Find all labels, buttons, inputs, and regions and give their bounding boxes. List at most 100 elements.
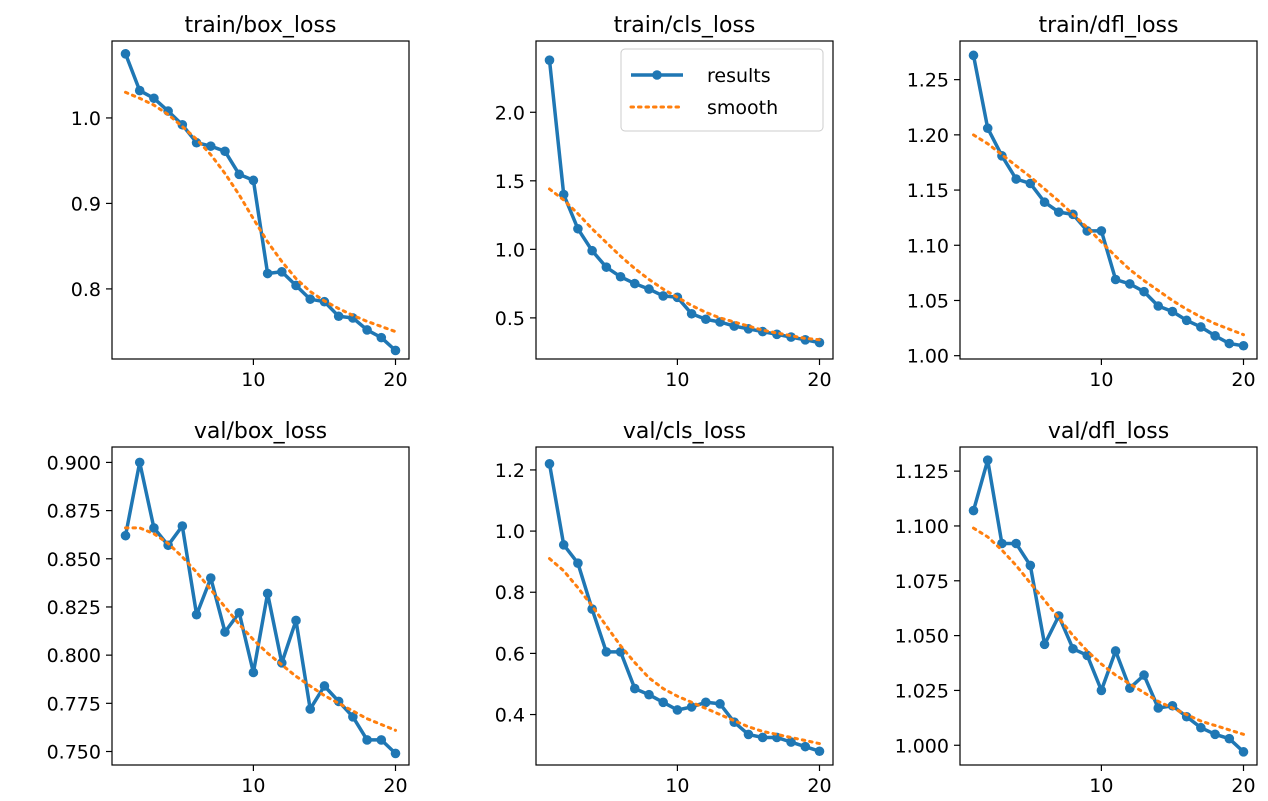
axes-frame <box>535 446 834 766</box>
data-point <box>390 748 401 759</box>
data-point <box>1025 560 1036 571</box>
data-point <box>1139 286 1149 297</box>
data-point <box>262 268 273 279</box>
data-point <box>305 704 316 714</box>
x-tick-label: 20 <box>807 369 831 391</box>
data-point <box>1125 279 1135 289</box>
y-tick-label: 0.900 <box>47 452 101 474</box>
data-point <box>686 308 697 319</box>
data-point <box>291 280 301 291</box>
data-point <box>248 667 259 678</box>
data-point <box>982 123 993 134</box>
data-point <box>305 294 316 304</box>
x-tick-label: 20 <box>807 775 831 797</box>
data-point <box>1025 178 1036 189</box>
data-point <box>234 607 244 618</box>
chart-title: train/box_loss <box>185 13 337 38</box>
data-point <box>544 55 555 65</box>
y-tick-label: 1.00 <box>907 346 949 368</box>
data-point <box>1096 226 1107 236</box>
axes-frame <box>111 446 410 766</box>
series-line-smooth <box>972 133 1245 337</box>
data-point <box>234 169 244 180</box>
data-point <box>1196 722 1206 733</box>
x-tick-label: 20 <box>1231 775 1255 797</box>
data-point <box>1096 685 1107 696</box>
chart-title: train/dfl_loss <box>1039 13 1179 38</box>
data-point <box>277 658 287 668</box>
data-point <box>587 245 597 256</box>
y-tick-label: 0.825 <box>47 597 101 619</box>
x-tick-label: 20 <box>383 775 407 797</box>
data-point <box>1224 338 1235 349</box>
data-point <box>1238 747 1249 757</box>
axes-frame <box>959 446 1258 766</box>
data-point <box>220 627 230 637</box>
y-tick-label: 1.000 <box>895 735 949 757</box>
y-tick-label: 1.050 <box>895 626 949 648</box>
data-point <box>1153 301 1164 311</box>
data-point <box>615 271 626 282</box>
series-line-results <box>971 55 1244 348</box>
y-tick-label: 1.15 <box>907 180 949 202</box>
y-tick-label: 0.4 <box>495 705 525 727</box>
chart-title: val/dfl_loss <box>1048 419 1169 444</box>
y-tick-label: 0.775 <box>47 693 101 715</box>
y-tick-label: 1.2 <box>495 460 525 482</box>
x-tick-label: 10 <box>1089 775 1113 797</box>
data-point <box>786 737 796 747</box>
legend-label-smooth: smooth <box>707 97 778 119</box>
data-point <box>658 697 668 708</box>
data-point <box>390 345 401 356</box>
series-line-smooth <box>548 557 821 746</box>
subplot-5: val/dfl_loss 10 20 1.000 1.025 1.050 1.075 1.10… <box>895 419 1258 797</box>
data-point <box>1110 646 1121 656</box>
data-point <box>348 712 358 722</box>
y-tick-label: 1.075 <box>895 571 949 593</box>
y-tick-label: 1.25 <box>907 70 949 92</box>
data-point <box>149 523 159 533</box>
y-tick-label: 0.750 <box>47 742 101 764</box>
data-point <box>715 699 725 709</box>
data-point <box>1210 331 1220 341</box>
data-point <box>191 137 202 148</box>
x-tick-label: 10 <box>241 369 265 391</box>
x-tick-label: 20 <box>1231 369 1255 391</box>
y-tick-label: 0.6 <box>495 643 525 665</box>
x-tick-label: 10 <box>241 775 265 797</box>
data-point <box>1068 643 1078 654</box>
data-point <box>1167 306 1178 317</box>
data-point <box>658 291 668 301</box>
data-point <box>573 223 583 234</box>
data-point <box>1210 729 1220 740</box>
y-tick-label: 1.025 <box>895 680 949 702</box>
series-line-results <box>123 460 397 755</box>
data-point <box>248 175 259 186</box>
subplot-3: val/box_loss 10 20 0.750 0.775 0.800 0.825 0.85… <box>47 419 410 797</box>
data-point <box>1181 315 1192 326</box>
data-point <box>149 93 159 104</box>
subplot-2: train/dfl_loss 10 20 1.00 1.05 1.10 1.15 1.20 1.… <box>907 13 1258 391</box>
data-point <box>544 459 555 469</box>
y-tick-label: 1.0 <box>71 108 101 130</box>
data-point <box>134 85 145 96</box>
data-point <box>968 50 979 61</box>
y-tick-label: 0.9 <box>71 193 101 215</box>
data-point <box>701 314 711 325</box>
data-point <box>362 735 372 745</box>
x-tick-label: 10 <box>665 775 689 797</box>
data-point <box>686 702 697 712</box>
y-tick-label: 0.800 <box>47 645 101 667</box>
y-tick-label: 1.125 <box>895 461 949 483</box>
legend-box <box>620 48 824 132</box>
data-point <box>262 588 273 599</box>
data-point <box>644 689 654 700</box>
y-tick-label: 0.8 <box>495 582 525 604</box>
data-point <box>362 325 372 335</box>
data-point <box>558 540 569 550</box>
series-line-smooth <box>124 526 397 732</box>
y-tick-label: 2.0 <box>495 102 525 124</box>
data-point <box>1053 207 1064 217</box>
data-point <box>629 683 640 694</box>
